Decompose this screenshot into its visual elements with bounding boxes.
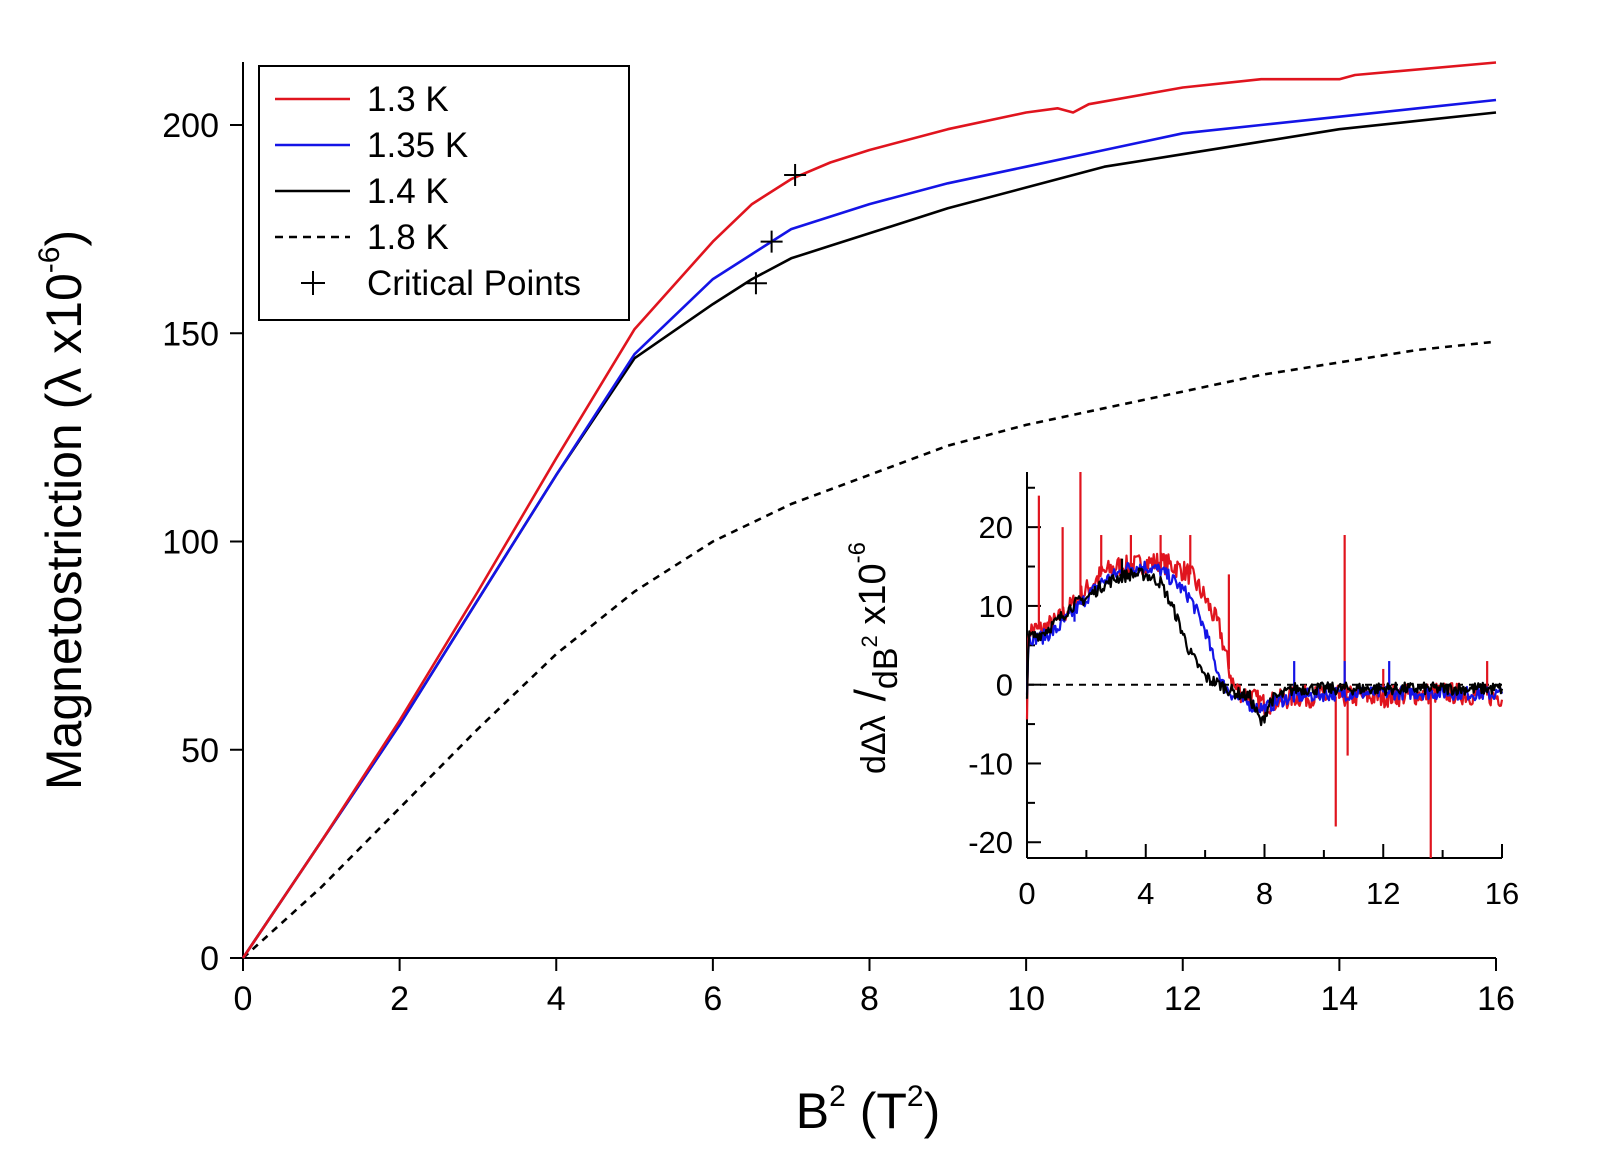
inset-x-tick-label: 4 [1137, 876, 1154, 911]
main-x-ticks: 0 2 4 6 8 10 12 14 16 [234, 958, 1515, 1018]
inset-x-tick-label: 0 [1018, 876, 1035, 911]
main-y-tick-label: 0 [200, 940, 219, 978]
legend-label-1-8k: 1.8 K [367, 218, 449, 257]
inset-y-axis-label: dΔλ/dB2 x10-6 [844, 542, 905, 774]
main-series-lines [241, 61, 1497, 959]
main-y-axis-label: Magnetostriction (λ x10-6) [33, 230, 92, 790]
inset-x-tick-label: 8 [1256, 876, 1273, 911]
main-series-1-35-K [241, 98, 1497, 959]
inset-series-lines [1025, 472, 1504, 858]
main-x-tick-label: 0 [234, 980, 253, 1018]
main-x-tick-label: 12 [1164, 980, 1202, 1018]
main-y-ticks: 0 50 100 150 200 [162, 107, 243, 978]
critical-point [784, 163, 807, 186]
legend-label-1-3k: 1.3 K [367, 80, 449, 119]
main-y-tick-label: 50 [181, 732, 219, 770]
inset-y-tick-label: 0 [996, 668, 1013, 703]
main-x-tick-label: 16 [1477, 980, 1515, 1018]
main-x-tick-label: 4 [547, 980, 566, 1018]
critical-point [760, 230, 783, 253]
inset-plot: 0 4 8 12 16 -20 -10 0 10 20 dΔλ/dB2 x10-6 [844, 472, 1519, 911]
main-x-tick-label: 14 [1320, 980, 1358, 1018]
legend-box [258, 65, 630, 321]
main-series-1-3-K [241, 61, 1497, 959]
inset-series-1-4-K [1025, 567, 1504, 727]
main-x-tick-label: 2 [390, 980, 409, 1018]
inset-x-ticks: 0 4 8 12 16 [1018, 844, 1519, 911]
legend: 1.3 K 1.35 K 1.4 K 1.8 K Critical Points [258, 65, 630, 321]
main-y-tick-label: 100 [162, 524, 219, 562]
main-x-tick-label: 6 [703, 980, 722, 1018]
legend-swatch-critical [301, 271, 325, 295]
main-y-tick-label: 150 [162, 315, 219, 353]
main-y-tick-label: 200 [162, 107, 219, 145]
main-x-tick-label: 8 [860, 980, 879, 1018]
main-x-tick-label: 10 [1007, 980, 1045, 1018]
critical-point-markers [744, 163, 807, 295]
inset-y-tick-label: -20 [968, 825, 1013, 860]
main-x-axis-label: B2 (T2) [796, 1080, 940, 1139]
inset-y-tick-label: 10 [979, 589, 1013, 624]
inset-x-tick-label: 12 [1366, 876, 1400, 911]
inset-x-tick-label: 16 [1485, 876, 1519, 911]
inset-y-tick-label: -10 [968, 746, 1013, 781]
legend-label-1-4k: 1.4 K [367, 172, 449, 211]
legend-label-critical: Critical Points [367, 264, 581, 303]
critical-point [744, 272, 767, 295]
inset-y-tick-label: 20 [979, 510, 1013, 545]
inset-y-ticks: -20 -10 0 10 20 [968, 486, 1041, 860]
legend-label-1-35k: 1.35 K [367, 126, 468, 165]
main-series-1-8-K [242, 340, 1497, 959]
